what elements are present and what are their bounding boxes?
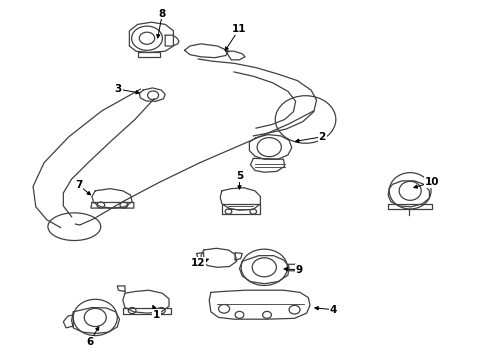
Text: 6: 6 bbox=[86, 337, 94, 347]
Text: 10: 10 bbox=[425, 177, 440, 187]
Text: 7: 7 bbox=[75, 180, 82, 190]
Text: 3: 3 bbox=[115, 84, 122, 94]
Text: 5: 5 bbox=[236, 171, 243, 181]
Text: 9: 9 bbox=[295, 265, 302, 275]
Text: 12: 12 bbox=[191, 258, 205, 268]
Text: 8: 8 bbox=[159, 9, 166, 19]
Text: 2: 2 bbox=[318, 132, 326, 142]
Text: 11: 11 bbox=[232, 24, 247, 34]
Text: 1: 1 bbox=[153, 310, 161, 320]
Text: 4: 4 bbox=[329, 305, 337, 315]
